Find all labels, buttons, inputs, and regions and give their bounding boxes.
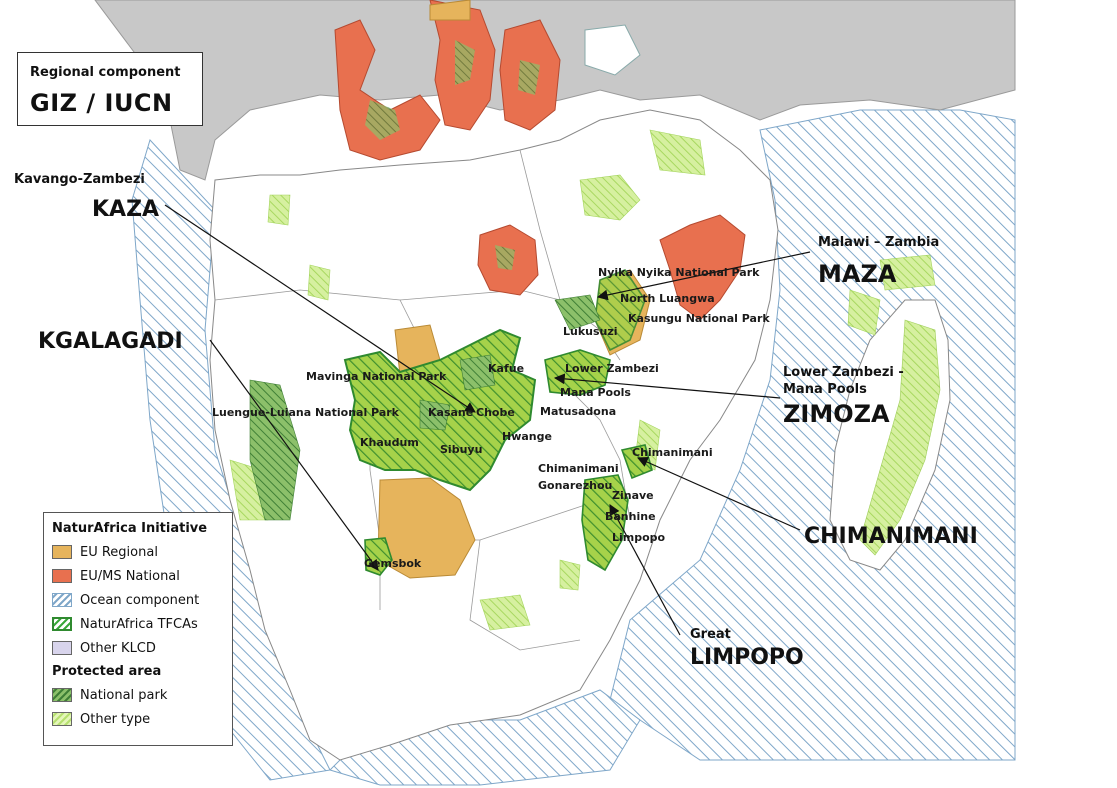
legend-label: EU Regional <box>80 544 158 560</box>
zimoza-subtitle-line2: Mana Pools <box>783 382 867 397</box>
legend-swatch <box>52 569 72 583</box>
place-label: Kafue <box>488 362 524 375</box>
place-label: Limpopo <box>612 531 666 544</box>
place-label: Gonarezhou <box>538 479 612 492</box>
chimanimani-tfca <box>620 444 653 480</box>
callout-arrows <box>164 204 811 636</box>
legend-initiative-title: NaturAfrica Initiative <box>52 521 208 536</box>
place-label: Khaudum <box>360 436 419 449</box>
legend-swatch <box>52 545 72 559</box>
place-label: Kasane <box>428 406 473 419</box>
legend-label: NaturAfrica TFCAs <box>80 616 198 632</box>
maza-title: MAZA <box>818 260 897 288</box>
lake-victoria <box>584 24 641 76</box>
zimoza-subtitle-line1: Lower Zambezi - <box>783 365 904 380</box>
legend-swatch <box>52 593 72 607</box>
maza-subtitle: Malawi – Zambia <box>818 235 939 250</box>
legend-item-eu-ms-national: EU/MS National <box>52 564 224 588</box>
legend-item-ocean-component: Ocean component <box>52 588 224 612</box>
place-label: Chimanimani <box>538 462 619 475</box>
legend-label: Ocean component <box>80 592 200 608</box>
legend-swatch <box>52 617 72 631</box>
place-label: Chobe <box>476 406 515 419</box>
eu-ms-national-parks <box>365 40 540 270</box>
kaza-subtitle: Kavango-Zambezi <box>14 172 145 187</box>
place-label: Hwange <box>502 430 552 443</box>
legend-item-other-type: Other type <box>52 707 224 731</box>
legend-swatch <box>52 688 72 702</box>
place-label: Sibuyu <box>440 443 482 456</box>
zimoza-title: ZIMOZA <box>783 400 890 428</box>
place-labels: Nyika Nyika National Park North Luangwa … <box>212 266 770 570</box>
place-label: Mana Pools <box>560 386 631 399</box>
legend-swatch <box>52 712 72 726</box>
place-label: Zinave <box>612 489 654 502</box>
legend-label: National park <box>80 687 168 703</box>
legend-item-eu-regional: EU Regional <box>52 540 224 564</box>
regional-component-box: Regional component GIZ / IUCN <box>17 52 203 126</box>
place-label: Gemsbok <box>364 557 422 570</box>
place-label: Kasungu National Park <box>628 312 770 325</box>
place-label: Nyika Nyika National Park <box>598 266 760 279</box>
regional-component-label: Regional component <box>30 65 181 80</box>
place-label: Matusadona <box>540 405 616 418</box>
legend-protected-title: Protected area <box>52 664 162 679</box>
national-parks <box>249 294 601 521</box>
place-label: Lukusuzi <box>563 325 618 338</box>
regional-component-title: GIZ / IUCN <box>30 89 173 117</box>
limpopo-subtitle: Great <box>690 627 731 642</box>
ocean-component-west <box>131 139 331 781</box>
legend-item-other-klcd: Other KLCD <box>52 636 224 660</box>
kgalagadi-title: KGALAGADI <box>38 329 183 354</box>
limpopo-tfca <box>581 474 629 572</box>
legend-label: Other KLCD <box>80 640 156 656</box>
place-label: Mavinga National Park <box>306 370 447 383</box>
place-label: Banhine <box>605 510 656 523</box>
legend-label: EU/MS National <box>80 568 180 584</box>
place-label: North Luangwa <box>620 292 715 305</box>
map-legend: NaturAfrica Initiative EU Regional EU/MS… <box>43 512 233 746</box>
place-label: Chimanimani <box>632 446 713 459</box>
place-label: Luengue-Luiana National Park <box>212 406 400 419</box>
place-label: Lower Zambezi <box>565 362 659 375</box>
legend-item-naturafrica-tfcas: NaturAfrica TFCAs <box>52 612 224 636</box>
legend-swatch <box>52 641 72 655</box>
madagascar-protected <box>859 319 941 556</box>
chimanimani-title: CHIMANIMANI <box>804 524 978 549</box>
legend-item-national-park: National park <box>52 683 224 707</box>
legend-label: Other type <box>80 711 151 727</box>
limpopo-title: LIMPOPO <box>690 645 804 670</box>
kaza-title: KAZA <box>92 197 159 222</box>
